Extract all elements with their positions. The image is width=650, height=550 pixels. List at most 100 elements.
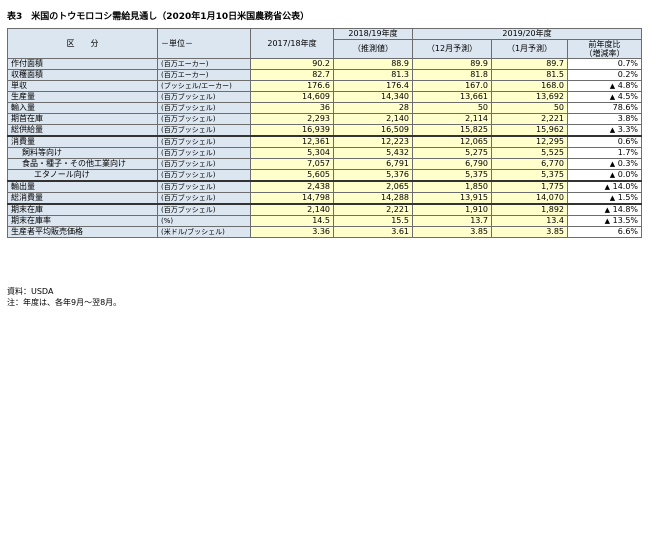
value-change: ▲ 0.3% [566, 158, 643, 170]
change-percent: 14.8% [612, 205, 639, 214]
table-row: 期末在庫 (百万ブッシェル) 2,140 2,221 1,910 1,892 ▲ 14.8% [7, 203, 643, 216]
value-jan-forecast: 14,070 [491, 192, 568, 205]
table-row: 輸入量 (百万ブッシェル) 36 28 50 50 78.6% [7, 102, 643, 114]
value-change: ▲ 1.5% [566, 192, 643, 205]
value-2017: 82.7 [250, 69, 334, 81]
value-dec-forecast: 5,375 [412, 169, 492, 182]
row-unit: (百万ブッシェル) [157, 203, 251, 216]
value-2017: 16,939 [250, 124, 334, 137]
value-jan-forecast: 13.4 [491, 215, 568, 227]
change-percent: 14.0% [612, 182, 639, 191]
change-percent: 1.5% [617, 193, 639, 202]
decrease-marker: ▲ [604, 183, 611, 191]
value-dec-forecast: 6,790 [412, 158, 492, 170]
value-dec-forecast: 5,275 [412, 147, 492, 159]
value-jan-forecast: 1,775 [491, 180, 568, 193]
footnote: 注：年度は、各年9月～翌8月。 [7, 298, 122, 307]
value-2017: 2,438 [250, 180, 334, 193]
value-dec-forecast: 13,661 [412, 91, 492, 103]
table-row: 生産量 (百万ブッシェル) 14,609 14,340 13,661 13,692 ▲ 4.… [7, 91, 643, 103]
row-unit: (百万エーカー) [157, 69, 251, 81]
change-percent: 0.3% [617, 159, 639, 169]
header-unit: －単位－ [157, 28, 251, 59]
header-2017: 2017/18年度 [250, 28, 334, 59]
value-jan-forecast: 13,692 [491, 91, 568, 103]
change-percent: 6.6% [617, 227, 639, 237]
value-change: ▲ 4.5% [566, 91, 643, 103]
value-dec-forecast: 50 [412, 102, 492, 114]
value-jan-forecast: 15,962 [491, 124, 568, 137]
value-2017: 36 [250, 102, 334, 114]
row-unit: (ブッシェル/エーカー) [157, 80, 251, 92]
value-dec-forecast: 15,825 [412, 124, 492, 137]
row-label: 作付面積 [7, 58, 158, 70]
value-dec-forecast: 1,910 [412, 203, 492, 216]
value-jan-forecast: 5,525 [491, 147, 568, 159]
value-change: ▲ 4.8% [566, 80, 643, 92]
header-division: 区 分 [7, 28, 158, 59]
table-row: 生産者平均販売価格 (米ドル/ブッシェル) 3.36 3.61 3.85 3.85 6.6… [7, 226, 643, 238]
value-jan-forecast: 50 [491, 102, 568, 114]
value-dec-forecast: 2,114 [412, 113, 492, 125]
value-2017: 90.2 [250, 58, 334, 70]
value-dec-forecast: 1,850 [412, 180, 492, 193]
change-percent: 0.0% [617, 170, 639, 179]
row-label: 総消費量 [7, 192, 158, 205]
value-2017: 12,361 [250, 135, 334, 148]
value-2018: 5,432 [333, 147, 413, 159]
value-change: 6.6% [566, 226, 643, 238]
change-percent: 0.6% [617, 137, 639, 146]
decrease-marker: ▲ [604, 217, 611, 225]
value-2017: 5,605 [250, 169, 334, 182]
value-change: ▲ 13.5% [566, 215, 643, 227]
row-unit: (百万ブッシェル) [157, 147, 251, 159]
value-2018: 12,223 [333, 135, 413, 148]
row-unit: (百万ブッシェル) [157, 124, 251, 137]
value-2018: 14,288 [333, 192, 413, 205]
row-unit: (百万ブッシェル) [157, 192, 251, 205]
change-percent: 1.7% [617, 148, 639, 158]
row-label: 生産者平均販売価格 [7, 226, 158, 238]
header-change-sublabel: （増減率） [584, 49, 625, 58]
table-row: 期首在庫 (百万ブッシェル) 2,293 2,140 2,114 2,221 3.8% [7, 113, 643, 125]
value-dec-forecast: 13,915 [412, 192, 492, 205]
row-unit: (百万エーカー) [157, 58, 251, 70]
header-change-label: 前年度比 [588, 40, 621, 50]
table-row: 期末在庫率 (%) 14.5 15.5 13.7 13.4 ▲ 13.5% [7, 215, 643, 227]
value-2018: 81.3 [333, 69, 413, 81]
value-change: ▲ 3.3% [566, 124, 643, 137]
value-dec-forecast: 89.9 [412, 58, 492, 70]
header-jan-forecast: （1月予測） [491, 39, 568, 59]
row-label: 総供給量 [7, 124, 158, 137]
value-change: 0.7% [566, 58, 643, 70]
value-dec-forecast: 13.7 [412, 215, 492, 227]
row-unit: (百万ブッシェル) [157, 169, 251, 182]
value-dec-forecast: 12,065 [412, 135, 492, 148]
header-2018-estimate: （推測値） [333, 39, 413, 59]
value-2017: 176.6 [250, 80, 334, 92]
value-change: 78.6% [566, 102, 643, 114]
table-row: 作付面積 (百万エーカー) 90.2 88.9 89.9 89.7 0.7% [7, 58, 643, 70]
value-2017: 2,293 [250, 113, 334, 125]
value-jan-forecast: 168.0 [491, 80, 568, 92]
value-2017: 7,057 [250, 158, 334, 170]
row-unit: (百万ブッシェル) [157, 102, 251, 114]
change-percent: 3.8% [617, 114, 639, 124]
value-2018: 2,140 [333, 113, 413, 125]
table-row: エタノール向け (百万ブッシェル) 5,605 5,376 5,375 5,375 ▲ 0.… [7, 169, 643, 182]
value-2018: 6,791 [333, 158, 413, 170]
value-change: 1.7% [566, 147, 643, 159]
row-unit: (百万ブッシェル) [157, 91, 251, 103]
value-jan-forecast: 89.7 [491, 58, 568, 70]
value-2017: 14.5 [250, 215, 334, 227]
value-change: ▲ 14.8% [566, 203, 643, 216]
value-jan-forecast: 12,295 [491, 135, 568, 148]
value-change: ▲ 14.0% [566, 180, 643, 193]
decrease-marker: ▲ [609, 194, 616, 202]
table-row: 収穫面積 (百万エーカー) 82.7 81.3 81.8 81.5 0.2% [7, 69, 643, 81]
row-label: 飼料等向け [7, 147, 158, 159]
row-label: エタノール向け [7, 169, 158, 182]
row-unit: (百万ブッシェル) [157, 158, 251, 170]
value-change: ▲ 0.0% [566, 169, 643, 182]
table-row: 輸出量 (百万ブッシェル) 2,438 2,065 1,850 1,775 ▲ 14.0% [7, 180, 643, 193]
